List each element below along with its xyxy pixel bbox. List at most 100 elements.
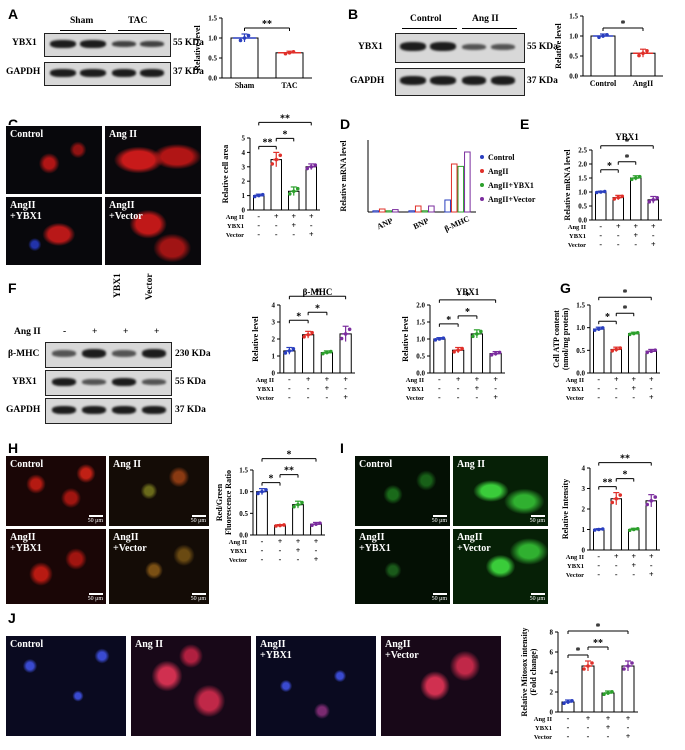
y-axis-label: Relative Mitosox intensity [520,628,529,717]
sig-label: * [315,287,320,298]
y-tick-label: 1.5 [578,175,587,183]
data-point [291,347,296,351]
row-sign: + [626,732,631,741]
row-label: Vector [229,557,247,564]
y-tick-label: 1.5 [208,15,217,23]
row-sign: + [631,384,636,393]
row-sign: - [615,561,618,570]
y-tick-label: 1 [272,353,276,361]
micrograph-j-vector: AngII +Vector [380,635,502,737]
row-sign: - [310,221,313,230]
bar [628,333,640,374]
bar [302,334,315,374]
row-sign: + [325,375,330,384]
data-point [305,166,310,171]
sig-label: * [283,129,288,140]
y-tick-label: 0 [272,370,276,378]
row-sign: + [296,537,301,546]
row-label: Ang II [534,716,553,723]
row-label: YBX1 [535,725,552,732]
legend-marker [480,183,484,187]
row-sign: - [288,375,291,384]
row-sign: + [631,375,636,384]
chart-g: 0.0 0.5 1.0 1.5 Cell ATP content (nmol/mg pro… [552,288,660,402]
row-sign: + [343,393,348,402]
y-tick-label: 4 [550,669,554,677]
sig-label: * [446,315,451,326]
row-label: YBX1 [567,386,584,393]
bar [378,208,386,213]
data-point [300,500,304,505]
blot-f-size-1: 230 KDa [175,349,211,359]
y-tick-label: 0.5 [578,203,587,211]
y-tick-label: 1.0 [239,488,248,496]
bar [372,210,379,213]
y-axis-label: (Fold change) [529,648,538,695]
sig-label: * [607,161,612,172]
y-tick-label: 4 [242,149,246,157]
data-point [264,488,268,492]
row-sign: - [652,231,655,240]
y-tick-label: 8 [550,629,554,637]
y-tick-label: 0.5 [239,510,248,518]
row-sign: + [309,212,314,221]
row-sign: - [275,230,278,239]
y-tick-label: 2 [272,336,276,344]
blot-b-size-2: 37 KDa [527,76,558,86]
row-sign: + [456,375,461,384]
y-tick-label: 0.5 [208,55,217,63]
sig-label: * [623,470,628,481]
row-sign: - [650,384,653,393]
y-tick-label: 1.0 [208,35,217,43]
blot-f-lane-4: + [154,327,160,337]
row-sign: + [616,222,621,231]
row-sign: + [278,537,283,546]
y-axis-label: Fluorescence Ratio [224,470,233,535]
blot-b-band-2: GAPDH [350,76,385,86]
row-sign: - [597,561,600,570]
x-tick-label: β-MHC [443,214,471,233]
blot-a-band-1: YBX1 [12,38,37,48]
row-sign: + [475,384,480,393]
chart-title: YBX1 [456,287,480,297]
blot-b-group-1: Control [410,14,442,24]
row-sign: + [649,552,654,561]
row-sign: + [475,375,480,384]
blot-f-lane-2: + [92,327,98,337]
legend-label: AngII+YBX1 [488,181,534,190]
sig-label: * [623,288,628,299]
row-sign: + [291,212,296,221]
data-point [283,351,288,355]
row-sign: - [438,384,441,393]
bar [385,210,393,213]
y-tick-label: 0.0 [569,73,578,81]
row-label: Ang II [566,554,585,561]
data-point [630,661,634,665]
row-sign: - [597,570,600,579]
y-tick-label: 2 [550,689,554,697]
sig-label: * [269,474,274,485]
y-tick-label: 1.5 [569,13,578,21]
row-sign: + [606,723,611,732]
data-point [655,196,660,200]
row-sign: - [617,231,620,240]
sig-label: * [623,304,628,315]
row-sign: - [275,221,278,230]
row-sign: - [567,723,570,732]
blot-a-group-2: TAC [128,16,148,26]
blot-f-band-2: YBX1 [12,377,37,387]
row-sign: - [587,732,590,741]
chart-b: 0.0 0.5 1.0 1.5 Relative level Control AngII * [554,13,663,88]
row-sign: + [649,375,654,384]
legend-label: AngII [488,167,508,176]
row-sign: - [261,546,264,555]
y-tick-label: 2.5 [578,147,587,155]
sig-label: * [576,646,581,657]
chart-f2: 0.0 0.5 1.0 1.5 2.0 Relative level YBX1 Ang II -… [401,287,505,402]
row-label: Ang II [226,214,245,221]
blot-f-band-1: β-MHC [8,349,40,359]
y-axis-label: (nmol/mg protein) [561,308,570,371]
bar [610,498,622,551]
bar [270,159,282,211]
